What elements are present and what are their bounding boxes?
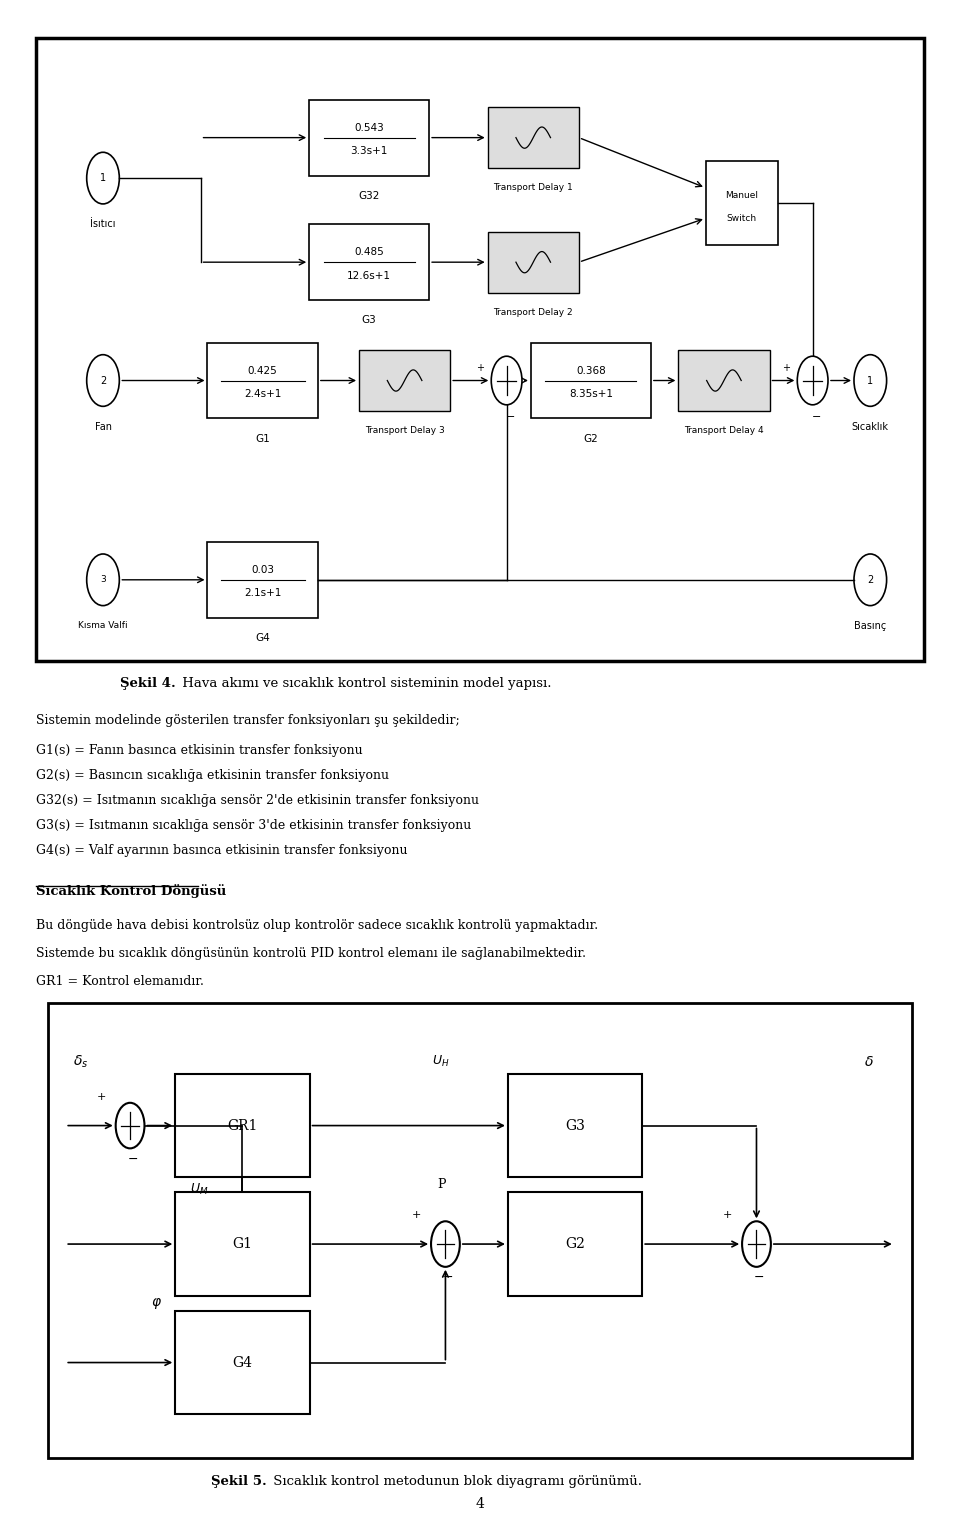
Circle shape (116, 1103, 145, 1148)
Text: $\varphi$: $\varphi$ (151, 1296, 161, 1311)
Circle shape (854, 554, 887, 606)
Text: G2: G2 (565, 1236, 585, 1252)
Text: Bu döngüde hava debisi kontrolsüz olup kontrolör sadece sıcaklık kontrolü yapmak: Bu döngüde hava debisi kontrolsüz olup k… (36, 919, 599, 933)
Bar (488, 108, 579, 169)
Text: G2(s) = Basıncın sıcaklığa etkisinin transfer fonksiyonu: G2(s) = Basıncın sıcaklığa etkisinin tra… (36, 769, 390, 782)
Text: +: + (781, 363, 790, 374)
Circle shape (86, 152, 119, 204)
Text: Sistemin modelinde gösterilen transfer fonksiyonları şu şekildedir;: Sistemin modelinde gösterilen transfer f… (36, 714, 460, 728)
Bar (207, 343, 318, 419)
Bar (48, 1003, 912, 1458)
Text: 0.425: 0.425 (248, 366, 277, 375)
Bar (359, 351, 450, 412)
Text: G1(s) = Fanın basınca etkisinin transfer fonksiyonu: G1(s) = Fanın basınca etkisinin transfer… (36, 744, 363, 756)
Text: −: − (755, 1271, 764, 1284)
Text: 4: 4 (475, 1496, 485, 1511)
Bar (679, 351, 770, 412)
Text: +: + (412, 1211, 421, 1220)
Text: 2.4s+1: 2.4s+1 (244, 389, 281, 399)
Text: 2.1s+1: 2.1s+1 (244, 588, 281, 598)
Text: Sıcaklık: Sıcaklık (852, 422, 889, 431)
Text: −: − (812, 412, 821, 422)
Bar (175, 1192, 309, 1296)
Text: G4: G4 (232, 1355, 252, 1370)
Bar (309, 100, 429, 176)
Text: Manuel: Manuel (725, 191, 758, 201)
Text: 8.35s+1: 8.35s+1 (569, 389, 612, 399)
Text: +: + (97, 1092, 106, 1101)
Text: 0.543: 0.543 (354, 123, 384, 132)
Text: +: + (476, 363, 484, 374)
Circle shape (854, 354, 887, 407)
Text: 2: 2 (867, 574, 874, 585)
Text: G2: G2 (584, 434, 598, 444)
Text: $U_H$: $U_H$ (432, 1054, 450, 1069)
Bar (706, 161, 778, 245)
Text: Transport Delay 2: Transport Delay 2 (493, 308, 573, 317)
Text: G32: G32 (358, 191, 380, 201)
Text: Fan: Fan (94, 422, 111, 431)
Text: 2: 2 (100, 375, 107, 386)
Text: Sistemde bu sıcaklık döngüsünün kontrolü PID kontrol elemanı ile sağlanabilmekte: Sistemde bu sıcaklık döngüsünün kontrolü… (36, 946, 587, 960)
Text: G4(s) = Valf ayarının basınca etkisinin transfer fonksiyonu: G4(s) = Valf ayarının basınca etkisinin … (36, 845, 408, 857)
Bar (508, 1192, 642, 1296)
Bar (309, 225, 429, 301)
Text: $\delta_s$: $\delta_s$ (73, 1054, 88, 1069)
Text: G32(s) = Isıtmanın sıcaklığa sensör 2'de etkisinin transfer fonksiyonu: G32(s) = Isıtmanın sıcaklığa sensör 2'de… (36, 794, 479, 807)
Text: Transport Delay 3: Transport Delay 3 (365, 427, 444, 434)
Text: 1: 1 (867, 375, 874, 386)
Circle shape (797, 357, 828, 406)
Text: İsıtıcı: İsıtıcı (90, 219, 116, 229)
Text: Şekil 4.: Şekil 4. (120, 677, 176, 690)
Text: Switch: Switch (727, 214, 756, 223)
Text: −: − (128, 1153, 138, 1165)
Text: Kısma Valfi: Kısma Valfi (78, 621, 128, 630)
Text: GR1: GR1 (228, 1118, 257, 1133)
Bar (175, 1311, 309, 1414)
Bar (207, 542, 318, 618)
Text: Transport Delay 1: Transport Delay 1 (493, 184, 573, 193)
Text: 0.03: 0.03 (252, 565, 275, 574)
Text: G4: G4 (255, 633, 270, 643)
Circle shape (86, 554, 119, 606)
Bar (175, 1074, 309, 1177)
Text: 12.6s+1: 12.6s+1 (348, 270, 391, 281)
Bar (36, 38, 924, 661)
Text: −: − (506, 412, 516, 422)
Text: G3: G3 (362, 316, 376, 325)
Text: 0.368: 0.368 (576, 366, 606, 375)
Bar (531, 343, 651, 419)
Bar (508, 1074, 642, 1177)
Text: 3.3s+1: 3.3s+1 (350, 146, 388, 156)
Text: +: + (723, 1211, 732, 1220)
Text: G3(s) = Isıtmanın sıcaklığa sensör 3'de etkisinin transfer fonksiyonu: G3(s) = Isıtmanın sıcaklığa sensör 3'de … (36, 819, 471, 832)
Text: Sıcaklık Kontrol Döngüsü: Sıcaklık Kontrol Döngüsü (36, 884, 227, 898)
Text: $\delta$: $\delta$ (864, 1054, 874, 1069)
Text: G3: G3 (565, 1118, 585, 1133)
Text: Transport Delay 4: Transport Delay 4 (684, 427, 764, 434)
Text: Şekil 5.: Şekil 5. (211, 1475, 267, 1487)
Text: G1: G1 (232, 1236, 252, 1252)
Text: 3: 3 (100, 576, 106, 585)
Text: 0.485: 0.485 (354, 248, 384, 257)
Text: GR1 = Kontrol elemanıdır.: GR1 = Kontrol elemanıdır. (36, 975, 204, 987)
Text: G1: G1 (255, 434, 270, 444)
Text: $U_M$: $U_M$ (190, 1182, 208, 1197)
Circle shape (492, 357, 522, 406)
Circle shape (742, 1221, 771, 1267)
Text: P: P (437, 1179, 445, 1191)
Circle shape (86, 354, 119, 407)
Text: Basınç: Basınç (854, 621, 886, 630)
Circle shape (431, 1221, 460, 1267)
Text: −: − (444, 1271, 453, 1284)
Text: 1: 1 (100, 173, 106, 184)
Bar (488, 232, 579, 293)
Text: Sıcaklık kontrol metodunun blok diyagramı görünümü.: Sıcaklık kontrol metodunun blok diyagram… (269, 1475, 642, 1487)
Text: Hava akımı ve sıcaklık kontrol sisteminin model yapısı.: Hava akımı ve sıcaklık kontrol sistemini… (178, 677, 551, 690)
